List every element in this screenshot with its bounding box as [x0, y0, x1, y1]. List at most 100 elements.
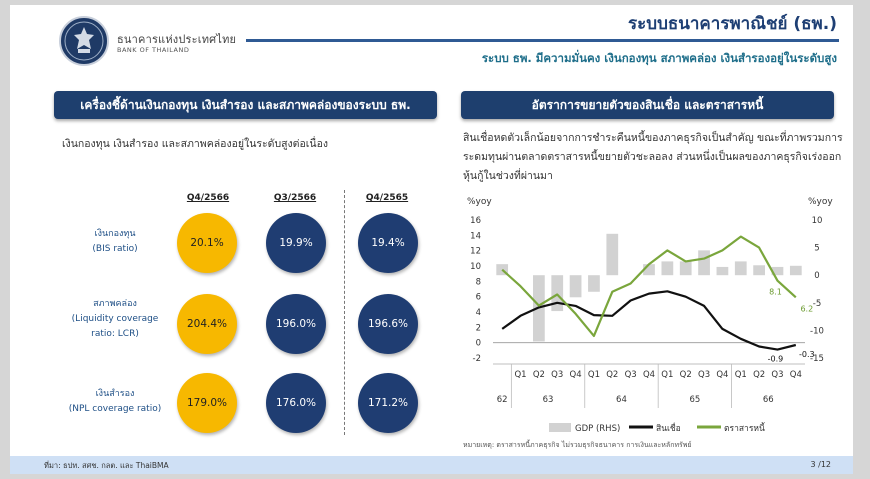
quarter-label: Q2 [533, 370, 545, 380]
left-tick-label: 4 [476, 308, 481, 318]
row-label-line: (BIS ratio) [92, 244, 138, 254]
left-tick-label: 10 [470, 262, 481, 272]
credit-bond-chart: %yoy %yoy1614121086420-21050-5-10-15-0.9-… [463, 197, 833, 449]
legend-swatch-gdp [549, 423, 571, 432]
gdp-bar [789, 265, 802, 276]
gdp-bar [716, 266, 729, 276]
value-circle: 179.0% [177, 373, 237, 433]
year-label: 63 [543, 395, 554, 405]
quarter-label: Q4 [716, 370, 728, 380]
value-circle: 19.9% [266, 213, 326, 273]
value-circle: 20.1% [177, 213, 237, 273]
right-tick-label: -15 [810, 354, 824, 364]
value-circle: 19.4% [358, 213, 418, 273]
page-number: 3 /12 [810, 460, 831, 469]
year-label: 62 [497, 395, 508, 405]
quarter-label: Q3 [551, 370, 563, 380]
quarter-label: Q3 [771, 370, 783, 380]
data-label: 8.1 [769, 288, 782, 297]
left-tick-label: 0 [476, 339, 481, 349]
year-label: 64 [616, 395, 627, 405]
left-panel-note: เงินกองทุน เงินสำรอง และสภาพคล่องอยู่ในร… [62, 138, 328, 150]
data-label: -0.3 [799, 350, 815, 359]
legend-label-bonds: ตราสารหนี้ [724, 422, 765, 434]
quarter-label: Q1 [588, 370, 600, 380]
right-tick-label: -10 [810, 326, 824, 336]
row-label-capital: เงินกองทุน (BIS ratio) [40, 227, 190, 257]
gdp-bar [734, 261, 747, 276]
value-circle: 176.0% [266, 373, 326, 433]
row-label-line: เงินสำรอง [95, 389, 135, 399]
page-subtitle: ระบบ ธพ. มีความมั่นคง เงินกองทุน สภาพคล่… [481, 51, 837, 65]
gdp-bar [698, 250, 710, 276]
right-panel-text: สินเชื่อหดตัวเล็กน้อยจากการชำระคืนหนี้ขอ… [463, 132, 843, 182]
gdp-bar [643, 264, 655, 276]
left-axis-label: %yoy [467, 197, 492, 207]
quarter-label: Q2 [606, 370, 618, 380]
footer: ที่มา: ธปท. สศช. กลต. และ ThaiBMA 3 /12 [10, 456, 853, 474]
org-name-thai: ธนาคารแห่งประเทศไทย [117, 33, 237, 46]
gdp-bar [551, 275, 564, 312]
row-label-line: เงินกองทุน [94, 229, 136, 239]
left-tick-label: 14 [470, 231, 481, 241]
value-circle: 196.0% [266, 294, 326, 354]
bonds-line [501, 235, 797, 337]
quarter-label: Q1 [514, 370, 526, 380]
right-axis-label: %yoy [808, 197, 833, 207]
gdp-bar [679, 261, 692, 276]
source-note: ที่มา: ธปท. สศช. กลต. และ ThaiBMA [44, 461, 169, 470]
left-tick-label: 12 [470, 247, 481, 257]
quarter-label: Q2 [680, 370, 692, 380]
gdp-bar [606, 233, 619, 276]
column-header-q3-2566: Q3/2566 [273, 193, 317, 203]
org-name-english: BANK OF THAILAND [117, 46, 190, 54]
page-title: ระบบธนาคารพาณิชย์ (ธพ.) [628, 14, 837, 34]
row-label-line: สภาพคล่อง [93, 299, 137, 309]
legend-label-loans: สินเชื่อ [656, 422, 681, 434]
gdp-bar [496, 264, 509, 276]
right-panel-heading: อัตราการขยายตัวของสินเชื่อ และตราสารหนี้ [461, 91, 834, 119]
right-tick-label: 5 [814, 244, 819, 254]
year-label: 65 [689, 395, 700, 405]
data-label: -0.9 [768, 355, 784, 364]
loans-line [501, 290, 797, 351]
value-circle: 204.4% [177, 294, 237, 354]
row-label-line: (NPL coverage ratio) [68, 404, 162, 414]
quarter-label: Q1 [735, 370, 747, 380]
gdp-bar [753, 265, 765, 276]
left-panel-heading: เครื่องชี้ด้านเงินกองทุน เงินสำรอง และสภ… [54, 91, 437, 119]
quarter-label: Q3 [698, 370, 710, 380]
row-label-line: (Liquidity coverage [71, 314, 159, 324]
slide: ธนาคารแห่งประเทศไทย BANK OF THAILAND ระบ… [10, 5, 853, 474]
legend-label-gdp: GDP (RHS) [575, 424, 620, 434]
bot-logo [59, 16, 109, 66]
quarter-label: Q4 [570, 370, 582, 380]
gdp-bar [661, 261, 674, 276]
column-header-q4-2565: Q4/2565 [365, 193, 409, 203]
gdp-bar [771, 266, 784, 276]
row-label-line: ratio: LCR) [91, 329, 139, 339]
left-tick-label: 6 [476, 293, 481, 303]
row-label-npl: เงินสำรอง (NPL coverage ratio) [40, 387, 190, 417]
column-header-q4-2566: Q4/2566 [186, 193, 230, 203]
title-rule [246, 39, 839, 42]
right-tick-label: 0 [814, 271, 819, 281]
left-tick-label: -2 [473, 354, 481, 364]
left-tick-label: 2 [476, 323, 481, 333]
quarter-label: Q3 [625, 370, 637, 380]
column-divider [344, 190, 345, 435]
year-label: 66 [763, 395, 774, 405]
right-tick-label: -5 [813, 299, 821, 309]
quarter-label: Q4 [643, 370, 655, 380]
data-label: 6.2 [800, 304, 813, 313]
left-tick-label: 16 [470, 216, 481, 226]
quarter-label: Q1 [661, 370, 673, 380]
gdp-bar [588, 275, 600, 292]
row-label-liquidity: สภาพคล่อง (Liquidity coverage ratio: LCR… [40, 297, 190, 342]
value-circle: 171.2% [358, 373, 418, 433]
gdp-bar [569, 275, 582, 298]
right-tick-label: 10 [812, 216, 823, 226]
left-tick-label: 8 [476, 277, 481, 287]
quarter-label: Q2 [753, 370, 765, 380]
chart-footnote: หมายเหตุ: ตราสารหนี้ภาคธุรกิจ ไม่รวมธุรก… [463, 438, 692, 449]
